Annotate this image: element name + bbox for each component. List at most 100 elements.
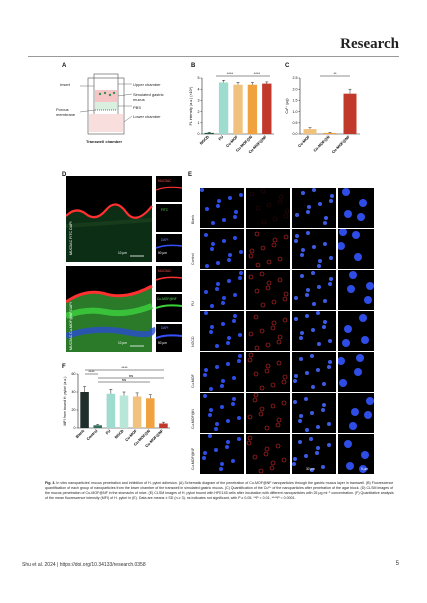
cell-nucleus	[215, 287, 219, 291]
cell-nucleus	[323, 299, 327, 303]
sig-label: ****	[254, 71, 261, 76]
row-label-3: NGCD	[191, 336, 195, 347]
cell-nucleus	[225, 445, 229, 449]
cell-nucleus	[239, 193, 243, 197]
cell-nucleus	[220, 462, 224, 466]
cell-nucleus	[283, 234, 289, 240]
cell-nucleus	[237, 359, 241, 363]
clsm-cell-3-0	[200, 311, 244, 351]
bar	[146, 398, 155, 428]
cell-nucleus	[209, 408, 213, 412]
cell-nucleus	[316, 311, 320, 315]
cell-nucleus	[233, 236, 237, 240]
cell-nucleus	[352, 231, 360, 239]
sig-label: ns	[122, 377, 126, 382]
cell-nucleus	[209, 387, 213, 391]
cell-nucleus	[271, 299, 277, 305]
cell-nucleus	[202, 456, 206, 460]
y-tick-label: 0	[198, 132, 200, 136]
figure-caption: Fig. 3. In vitro nanoparticles' mucus pe…	[45, 481, 395, 501]
cell-nucleus	[294, 317, 298, 321]
cell-nucleus	[249, 191, 255, 197]
y-tick-label: 0.5	[293, 121, 298, 125]
cell-nucleus	[264, 425, 270, 431]
y-tick-label: 60	[72, 372, 76, 376]
cell-nucleus	[266, 259, 272, 265]
y-tick-label: 2.5	[293, 76, 298, 80]
cell-nucleus	[299, 357, 303, 361]
label-upper-chamber: Upper chamber	[133, 82, 161, 87]
cell-nucleus	[323, 221, 327, 225]
cell-nucleus	[357, 213, 365, 221]
cell-nucleus	[322, 325, 326, 329]
cell-nucleus	[271, 320, 277, 326]
cell-nucleus	[304, 454, 308, 458]
cell-nucleus	[329, 256, 333, 260]
cell-nucleus	[315, 451, 319, 455]
cell-nucleus	[309, 437, 313, 441]
cell-nucleus	[339, 228, 347, 236]
cell-nucleus	[227, 258, 231, 262]
cell-nucleus	[327, 422, 331, 426]
clsm-cell-6-0	[200, 434, 244, 474]
clsm-cell-1-1	[246, 229, 290, 269]
cell-nucleus	[258, 411, 264, 417]
row-label-1: Control	[191, 253, 195, 265]
cell-nucleus	[220, 405, 224, 409]
bar	[323, 132, 337, 134]
cell-nucleus	[301, 248, 305, 252]
bar	[218, 82, 229, 134]
cell-nucleus	[292, 462, 296, 466]
cell-nucleus	[300, 253, 304, 257]
cell-nucleus	[237, 416, 241, 420]
clsm-cell-0-2	[292, 188, 336, 228]
cell-nucleus	[293, 400, 297, 404]
cell-nucleus	[294, 374, 298, 378]
cell-nucleus	[216, 261, 220, 265]
category-label: Control	[86, 429, 98, 441]
bar	[233, 84, 243, 134]
scale-10-bottom: 10 μm	[118, 341, 127, 345]
cell-nucleus	[247, 435, 253, 441]
clsm-cell-5-1	[246, 392, 290, 433]
cell-nucleus	[351, 408, 359, 416]
category-label: FU	[105, 429, 112, 436]
cell-nucleus	[239, 250, 243, 254]
clsm-cell-0-1	[246, 188, 290, 228]
y-tick-label: 40	[72, 390, 76, 394]
cell-nucleus	[253, 371, 259, 377]
bar	[93, 425, 102, 428]
cell-nucleus	[270, 403, 276, 409]
clsm-cell-4-3	[337, 352, 374, 392]
cell-nucleus	[305, 314, 309, 318]
cell-nucleus	[226, 341, 230, 345]
bar	[247, 84, 258, 134]
label-fitc: FITC	[161, 208, 169, 212]
clsm-cell-0-3	[338, 188, 374, 228]
y-tick-label: 2.0	[293, 87, 298, 91]
cell-nucleus	[310, 411, 314, 415]
cell-nucleus	[215, 422, 219, 426]
cell-nucleus	[210, 247, 214, 251]
cell-nucleus	[270, 460, 276, 466]
cell-nucleus	[312, 245, 316, 249]
cell-nucleus	[328, 360, 332, 364]
cell-nucleus	[356, 354, 364, 362]
col-head-hpylori: H. pylori	[248, 179, 262, 183]
cell-nucleus	[252, 454, 258, 460]
tissue-images	[66, 176, 182, 352]
cell-nucleus	[204, 368, 208, 372]
clsm-cell-1-2	[292, 229, 336, 269]
cell-nucleus	[226, 419, 230, 423]
cell-nucleus	[220, 384, 224, 388]
footer-citation[interactable]: Shu et al. 2024 | https://doi.org/10.341…	[22, 562, 146, 568]
cell-nucleus	[222, 296, 226, 300]
cell-nucleus	[321, 465, 325, 469]
cell-nucleus	[265, 285, 271, 291]
cell-nucleus	[359, 199, 367, 207]
clsm-cell-2-0	[200, 270, 244, 310]
cell-nucleus	[271, 242, 277, 248]
row-label-5: Cu-MOF@N	[191, 408, 195, 429]
cell-nucleus	[221, 301, 225, 305]
cell-nucleus	[234, 210, 238, 214]
